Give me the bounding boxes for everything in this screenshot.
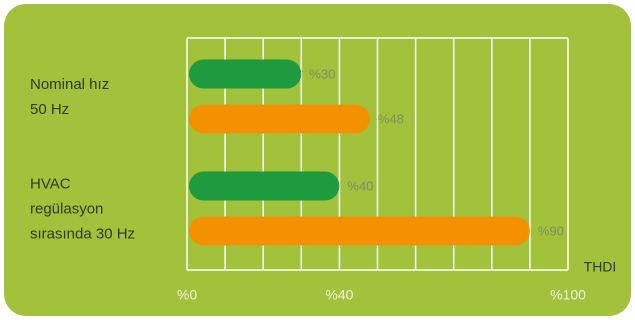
bar	[189, 59, 302, 89]
panel-background	[4, 4, 631, 316]
x-tick-label: %40	[325, 287, 353, 303]
x-tick-label: %0	[177, 287, 197, 303]
bar	[189, 104, 370, 134]
value-label: %90	[538, 223, 564, 238]
value-label: %48	[378, 111, 404, 126]
bar	[189, 216, 530, 246]
value-label: %30	[309, 66, 335, 81]
x-tick-label: %100	[550, 287, 586, 303]
category-label: Nominal hız 50 Hz	[30, 76, 110, 118]
bar	[189, 171, 340, 201]
category-label: HVAC regülasyon sırasında 30 Hz	[30, 175, 136, 243]
x-axis-label: THDI	[584, 259, 617, 275]
value-label: %40	[347, 178, 373, 193]
